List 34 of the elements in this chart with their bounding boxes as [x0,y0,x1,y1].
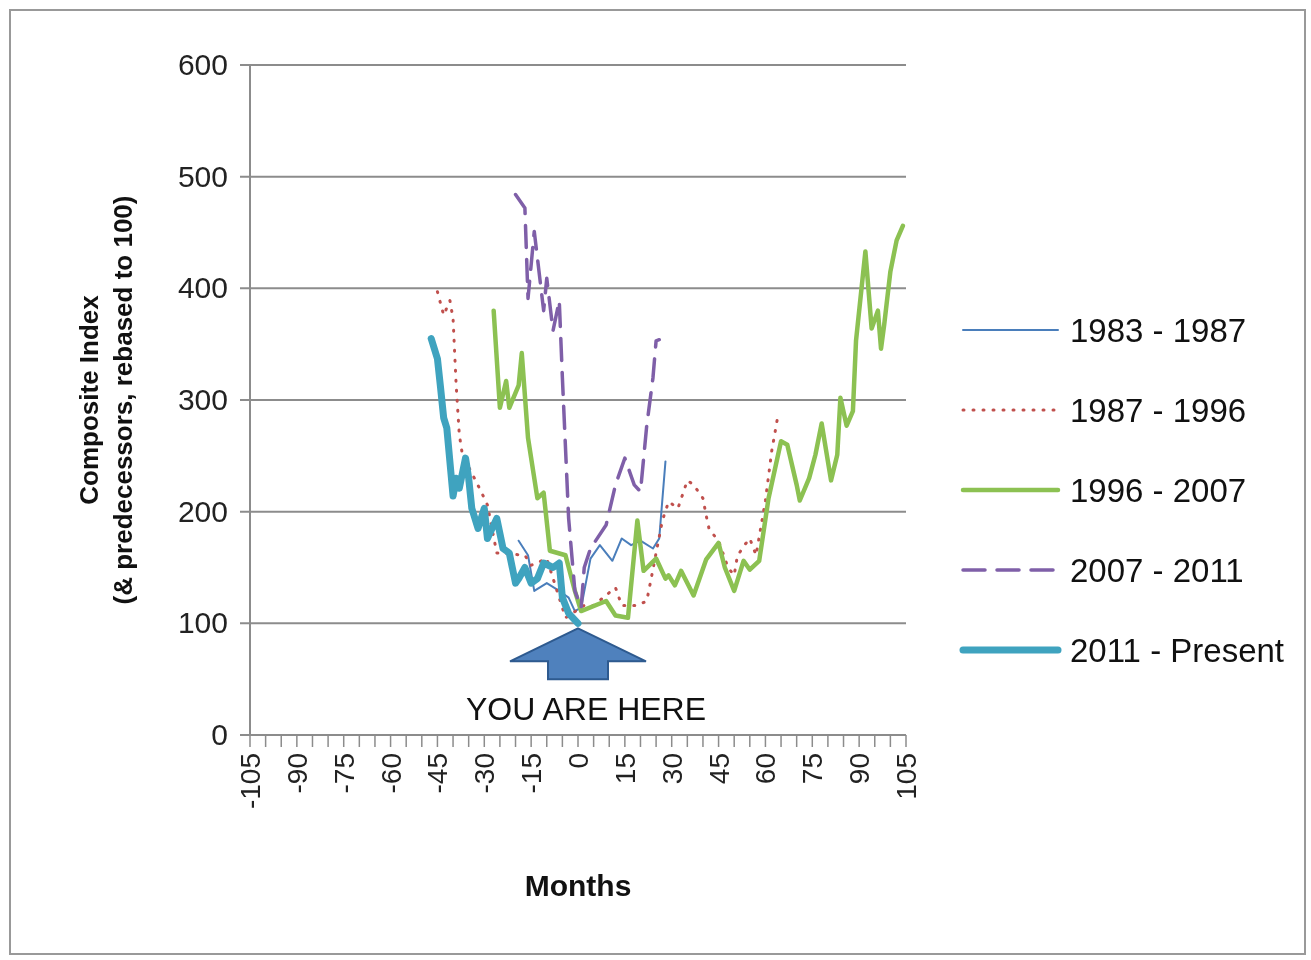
x-tick-label: 105 [891,753,922,800]
x-tick-label: 60 [750,753,782,785]
y-tick-label: 0 [211,718,228,751]
y-axis-title: Composite Index (& predecessors, rebased to 100) [74,195,138,605]
legend-label: 2007 - 2011 [1070,552,1244,589]
x-tick-label: 15 [609,753,641,785]
x-tick-label: -30 [469,753,501,794]
line-series [435,290,780,620]
y-tick-label: 300 [177,383,228,416]
annotation: YOU ARE HERE [465,691,707,728]
x-tick-label: 90 [844,753,876,785]
x-tick-label: -45 [422,753,454,794]
x-tick-label: -60 [375,753,407,794]
line-series [491,223,906,620]
legend-label: 1987 - 1996 [1070,392,1247,429]
x-tick-label: 45 [703,753,735,785]
x-tick-label: 0 [563,753,594,769]
y-tick-label: 400 [177,271,228,305]
x-tick-label: -15 [516,753,548,794]
y-tick-label: 100 [177,606,228,640]
line-series [513,192,661,610]
y-tick-label: 600 [177,48,228,81]
x-tick-label: -75 [328,753,360,794]
legend-label: 2011 - Present [1070,632,1285,669]
x-tick-label: 75 [797,753,829,785]
x-tick-label: -90 [281,753,313,794]
x-tick-label: 30 [656,753,688,785]
y-tick-label: 200 [177,494,228,528]
line-series [517,460,667,613]
legend-label: 1996 - 2007 [1070,472,1247,509]
y-tick-label: 500 [177,159,228,193]
legend-label: 1983 - 1987 [1070,312,1247,349]
x-axis-title: Months [524,869,632,902]
x-tick-label: -105 [235,753,266,810]
